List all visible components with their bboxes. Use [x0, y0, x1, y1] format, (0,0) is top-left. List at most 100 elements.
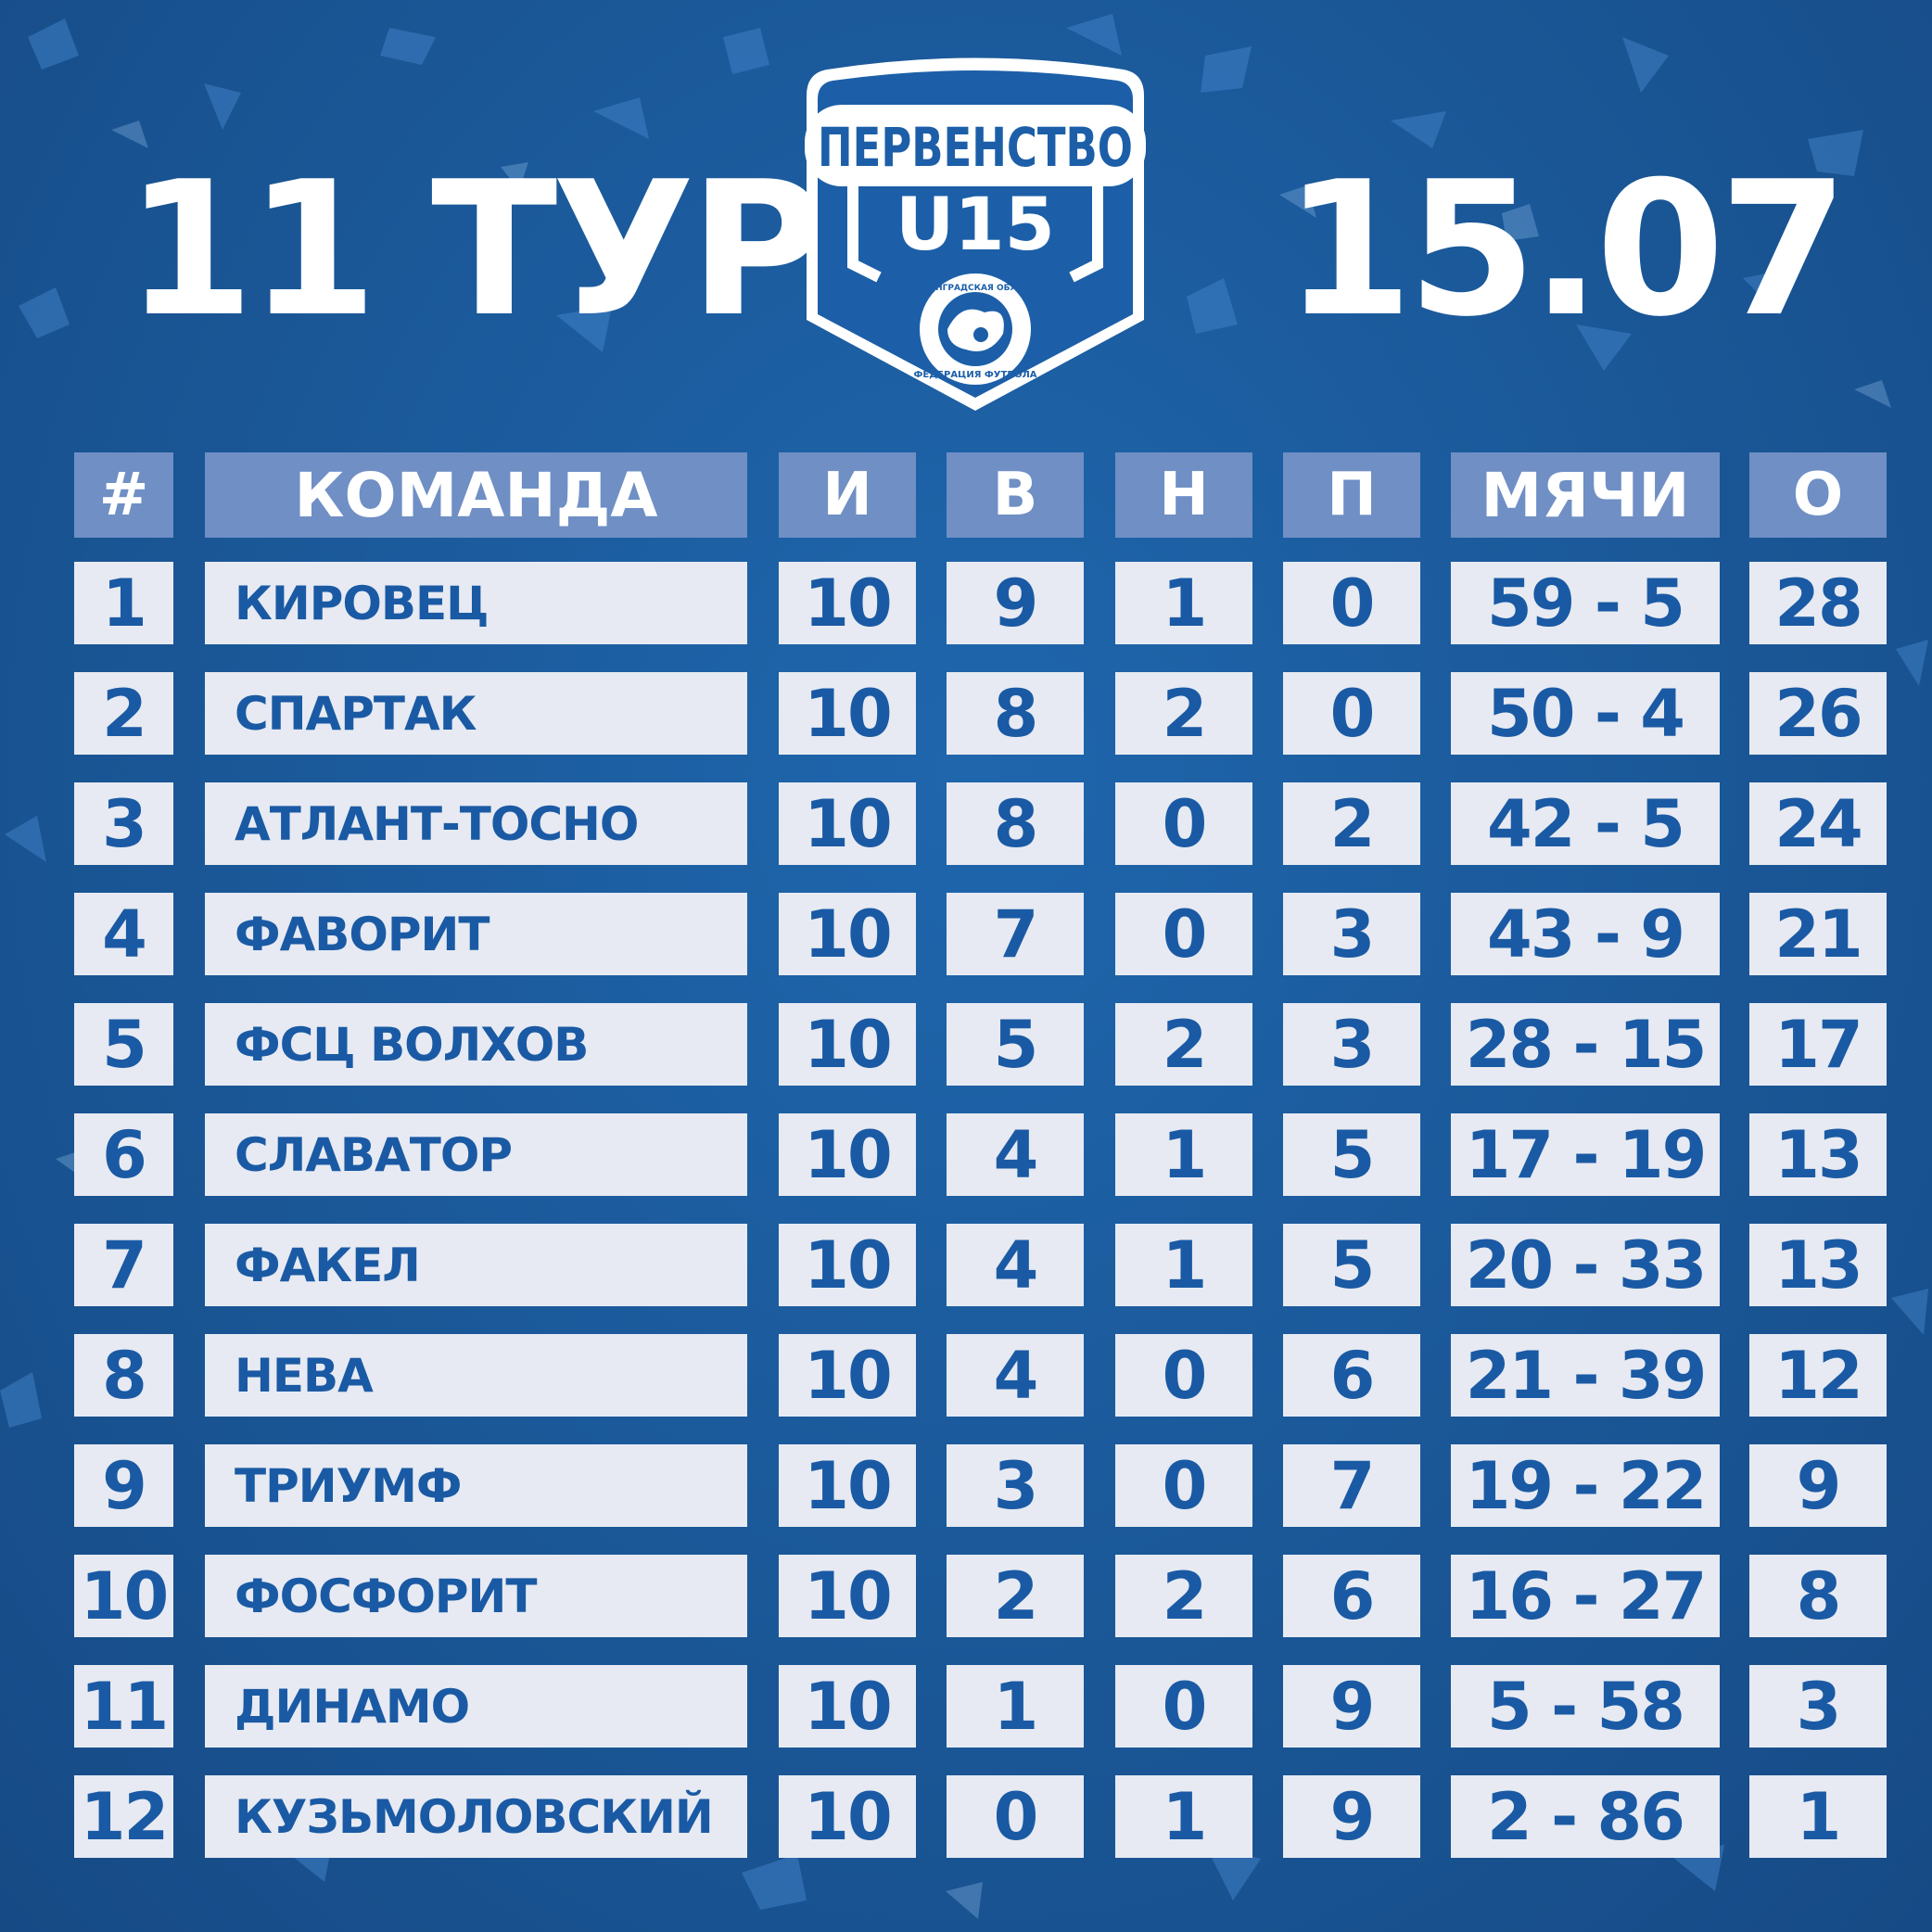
losses-cell: 3: [1283, 1003, 1420, 1086]
goals-cell: 28 - 15: [1451, 1003, 1720, 1086]
team-name-cell: АТЛАНТ-ТОСНО: [205, 782, 747, 865]
team-name-cell: СЛАВАТОР: [205, 1113, 747, 1196]
games-cell: 10: [779, 1224, 916, 1306]
rank-cell: 3: [74, 782, 173, 865]
goals-cell: 59 - 5: [1451, 562, 1720, 644]
games-cell: 10: [779, 1113, 916, 1196]
wins-cell: 3: [947, 1444, 1084, 1527]
team-name-cell: ФСЦ ВОЛХОВ: [205, 1003, 747, 1086]
wins-cell: 5: [947, 1003, 1084, 1086]
draws-cell: 0: [1115, 1334, 1252, 1417]
draws-cell: 1: [1115, 1113, 1252, 1196]
points-cell: 17: [1749, 1003, 1887, 1086]
column-header-rank: #: [74, 452, 173, 538]
draws-cell: 1: [1115, 1224, 1252, 1306]
rank-cell: 11: [74, 1665, 173, 1748]
logo-top-text: ПЕРВЕНСТВО: [818, 116, 1133, 179]
column-header-goals: МЯЧИ: [1451, 452, 1720, 538]
wins-cell: 8: [947, 782, 1084, 865]
goals-cell: 21 - 39: [1451, 1334, 1720, 1417]
column-header-losses: П: [1283, 452, 1420, 538]
wins-cell: 9: [947, 562, 1084, 644]
goals-cell: 42 - 5: [1451, 782, 1720, 865]
losses-cell: 3: [1283, 893, 1420, 975]
games-cell: 10: [779, 1334, 916, 1417]
team-name-cell: КИРОВЕЦ: [205, 562, 747, 644]
losses-cell: 2: [1283, 782, 1420, 865]
points-cell: 21: [1749, 893, 1887, 975]
losses-cell: 9: [1283, 1775, 1420, 1858]
games-cell: 10: [779, 1444, 916, 1527]
games-cell: 10: [779, 1555, 916, 1637]
draws-cell: 0: [1115, 1665, 1252, 1748]
wins-cell: 4: [947, 1224, 1084, 1306]
team-name-cell: СПАРТАК: [205, 672, 747, 755]
rank-cell: 9: [74, 1444, 173, 1527]
wins-cell: 4: [947, 1334, 1084, 1417]
match-date: 15.07: [1284, 142, 1849, 358]
points-cell: 1: [1749, 1775, 1887, 1858]
wins-cell: 8: [947, 672, 1084, 755]
losses-cell: 6: [1283, 1555, 1420, 1637]
draws-cell: 2: [1115, 1003, 1252, 1086]
team-name-cell: КУЗЬМОЛОВСКИЙ: [205, 1775, 747, 1858]
points-cell: 28: [1749, 562, 1887, 644]
games-cell: 10: [779, 1775, 916, 1858]
rank-cell: 1: [74, 562, 173, 644]
team-name-cell: ФОСФОРИТ: [205, 1555, 747, 1637]
draws-cell: 0: [1115, 1444, 1252, 1527]
goals-cell: 20 - 33: [1451, 1224, 1720, 1306]
losses-cell: 9: [1283, 1665, 1420, 1748]
draws-cell: 2: [1115, 1555, 1252, 1637]
points-cell: 24: [1749, 782, 1887, 865]
tournament-logo: ПЕРВЕНСТВО U15 ЛЕНИНГРАДСКАЯ ОБЛАСТЬ ФЕД…: [805, 57, 1146, 411]
round-title: 11 ТУР: [125, 142, 825, 358]
games-cell: 10: [779, 562, 916, 644]
column-header-points: О: [1749, 452, 1887, 538]
logo-ring-bottom-text: ФЕДЕРАЦИЯ ФУТБОЛА: [914, 370, 1037, 380]
games-cell: 10: [779, 672, 916, 755]
losses-cell: 0: [1283, 672, 1420, 755]
column-header-team: КОМАНДА: [205, 452, 747, 538]
goals-cell: 5 - 58: [1451, 1665, 1720, 1748]
rank-cell: 12: [74, 1775, 173, 1858]
games-cell: 10: [779, 1003, 916, 1086]
games-cell: 10: [779, 893, 916, 975]
logo-ring-top-text: ЛЕНИНГРАДСКАЯ ОБЛАСТЬ: [909, 284, 1041, 293]
goals-cell: 16 - 27: [1451, 1555, 1720, 1637]
team-name-cell: ФАКЕЛ: [205, 1224, 747, 1306]
wins-cell: 4: [947, 1113, 1084, 1196]
losses-cell: 7: [1283, 1444, 1420, 1527]
rank-cell: 5: [74, 1003, 173, 1086]
points-cell: 8: [1749, 1555, 1887, 1637]
goals-cell: 50 - 4: [1451, 672, 1720, 755]
draws-cell: 1: [1115, 1775, 1252, 1858]
wins-cell: 2: [947, 1555, 1084, 1637]
rank-cell: 6: [74, 1113, 173, 1196]
losses-cell: 6: [1283, 1334, 1420, 1417]
team-name-cell: ФАВОРИТ: [205, 893, 747, 975]
team-name-cell: ТРИУМФ: [205, 1444, 747, 1527]
draws-cell: 2: [1115, 672, 1252, 755]
points-cell: 3: [1749, 1665, 1887, 1748]
games-cell: 10: [779, 782, 916, 865]
wins-cell: 1: [947, 1665, 1084, 1748]
losses-cell: 5: [1283, 1224, 1420, 1306]
points-cell: 13: [1749, 1113, 1887, 1196]
draws-cell: 0: [1115, 782, 1252, 865]
points-cell: 9: [1749, 1444, 1887, 1527]
points-cell: 12: [1749, 1334, 1887, 1417]
rank-cell: 2: [74, 672, 173, 755]
wins-cell: 0: [947, 1775, 1084, 1858]
goals-cell: 2 - 86: [1451, 1775, 1720, 1858]
rank-cell: 4: [74, 893, 173, 975]
wins-cell: 7: [947, 893, 1084, 975]
team-name-cell: НЕВА: [205, 1334, 747, 1417]
team-name-cell: ДИНАМО: [205, 1665, 747, 1748]
draws-cell: 1: [1115, 562, 1252, 644]
rank-cell: 7: [74, 1224, 173, 1306]
points-cell: 13: [1749, 1224, 1887, 1306]
goals-cell: 19 - 22: [1451, 1444, 1720, 1527]
losses-cell: 0: [1283, 562, 1420, 644]
points-cell: 26: [1749, 672, 1887, 755]
